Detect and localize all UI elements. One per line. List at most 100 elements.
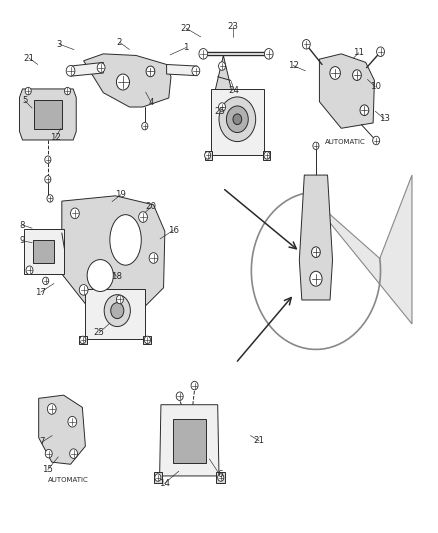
Text: 25: 25 (93, 328, 104, 337)
Circle shape (26, 266, 33, 274)
Polygon shape (79, 336, 87, 344)
Text: 8: 8 (20, 221, 25, 230)
Circle shape (313, 142, 319, 150)
Circle shape (205, 152, 211, 159)
Text: 5: 5 (22, 96, 28, 105)
Polygon shape (71, 62, 103, 76)
Polygon shape (216, 472, 225, 483)
Circle shape (149, 253, 158, 263)
Circle shape (66, 66, 75, 76)
Ellipse shape (110, 215, 141, 265)
Text: AUTOMATIC: AUTOMATIC (325, 139, 366, 145)
Text: 2: 2 (117, 38, 122, 47)
Circle shape (311, 247, 320, 257)
Circle shape (377, 47, 385, 56)
Circle shape (310, 271, 322, 286)
Text: 7: 7 (39, 438, 45, 447)
Circle shape (117, 74, 130, 90)
Text: 14: 14 (159, 479, 170, 488)
Text: 19: 19 (115, 190, 126, 199)
Text: 22: 22 (181, 24, 192, 33)
Circle shape (302, 39, 310, 49)
Circle shape (71, 208, 79, 219)
Circle shape (45, 175, 51, 183)
Circle shape (360, 105, 369, 116)
Polygon shape (299, 175, 332, 300)
Circle shape (104, 295, 131, 327)
Polygon shape (39, 395, 85, 464)
Text: 15: 15 (42, 465, 53, 474)
Circle shape (219, 62, 226, 70)
Text: 1: 1 (184, 43, 189, 52)
Circle shape (176, 392, 183, 400)
Polygon shape (19, 89, 76, 140)
Polygon shape (85, 289, 145, 339)
Text: 11: 11 (353, 49, 364, 57)
Circle shape (64, 87, 71, 95)
Polygon shape (32, 240, 54, 263)
Circle shape (47, 195, 53, 202)
Circle shape (330, 67, 340, 79)
Polygon shape (263, 151, 270, 160)
Circle shape (79, 285, 88, 295)
Text: 21: 21 (24, 54, 35, 62)
Polygon shape (84, 54, 171, 107)
Polygon shape (62, 196, 165, 314)
Circle shape (45, 156, 51, 164)
Polygon shape (319, 54, 374, 128)
Text: 3: 3 (57, 40, 62, 49)
Circle shape (146, 66, 155, 77)
Circle shape (219, 103, 226, 111)
Polygon shape (34, 100, 62, 130)
Circle shape (117, 295, 124, 304)
Circle shape (155, 474, 161, 481)
Circle shape (139, 212, 148, 222)
Text: 18: 18 (111, 272, 122, 280)
Circle shape (199, 49, 208, 59)
Text: 20: 20 (146, 203, 157, 212)
Text: 21: 21 (254, 437, 265, 446)
Circle shape (111, 303, 124, 319)
Circle shape (47, 403, 56, 414)
Polygon shape (173, 419, 206, 463)
Circle shape (70, 449, 78, 458)
Circle shape (219, 97, 256, 142)
Polygon shape (159, 405, 219, 476)
Polygon shape (24, 229, 64, 274)
Circle shape (142, 123, 148, 130)
Polygon shape (205, 151, 212, 160)
Circle shape (87, 260, 113, 292)
Circle shape (233, 114, 242, 125)
Polygon shape (144, 336, 151, 344)
Text: 17: 17 (35, 287, 46, 296)
Text: 4: 4 (148, 98, 154, 107)
Text: 6: 6 (217, 471, 223, 479)
Circle shape (42, 277, 49, 285)
Polygon shape (153, 472, 162, 483)
Polygon shape (306, 175, 412, 324)
Text: 12: 12 (288, 61, 299, 70)
Text: 24: 24 (229, 85, 240, 94)
Circle shape (218, 474, 224, 481)
Circle shape (373, 136, 380, 145)
Text: 9: 9 (20, 237, 25, 246)
Circle shape (25, 87, 31, 95)
Circle shape (80, 336, 86, 344)
Circle shape (45, 449, 52, 458)
Circle shape (191, 381, 198, 390)
Circle shape (264, 152, 270, 159)
Text: 12: 12 (50, 133, 61, 142)
Text: 23: 23 (227, 22, 238, 31)
Circle shape (192, 66, 200, 76)
Circle shape (97, 63, 105, 72)
Text: 10: 10 (370, 82, 381, 91)
Circle shape (353, 70, 361, 80)
Polygon shape (211, 89, 264, 155)
Text: AUTOMATIC: AUTOMATIC (48, 477, 88, 483)
Text: 16: 16 (168, 226, 179, 235)
Text: 13: 13 (378, 114, 389, 123)
Polygon shape (166, 64, 197, 76)
Polygon shape (215, 55, 232, 93)
Circle shape (145, 336, 150, 344)
Circle shape (68, 416, 77, 427)
